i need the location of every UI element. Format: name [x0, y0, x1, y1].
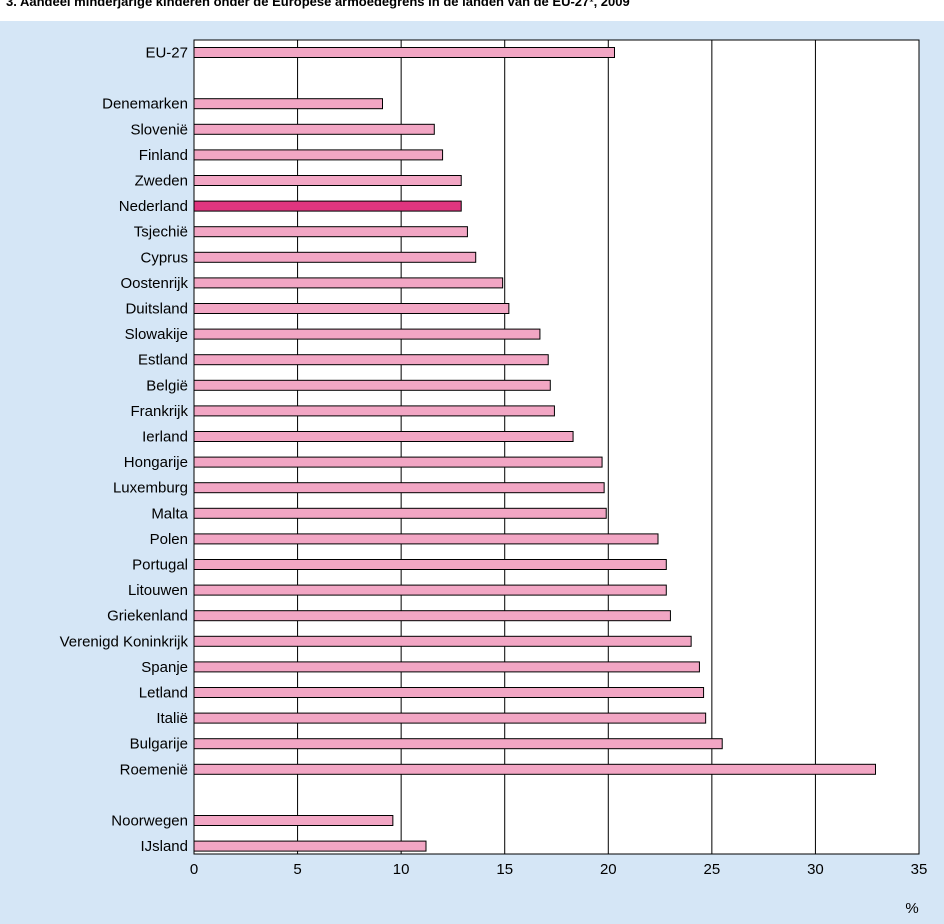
- bar: [193, 507, 607, 519]
- category-label: Ierland: [142, 429, 188, 446]
- x-tick-label: 35: [911, 861, 928, 878]
- bar: [193, 712, 707, 724]
- category-label: Slowakije: [125, 326, 188, 343]
- bar: [193, 303, 510, 314]
- bar: [193, 98, 383, 110]
- x-tick-label: 10: [393, 861, 410, 878]
- category-label: Roemenië: [120, 761, 188, 778]
- bar: [193, 47, 615, 58]
- category-label: Cyprus: [140, 249, 188, 266]
- x-tick-label: 15: [496, 861, 513, 878]
- bar: [193, 328, 541, 340]
- x-tick-label: 30: [807, 861, 824, 878]
- category-label: Noorwegen: [111, 813, 188, 830]
- bar: [193, 815, 394, 826]
- category-label: IJsland: [140, 838, 188, 855]
- category-label: Tsjechië: [134, 224, 188, 241]
- category-label: Zweden: [135, 173, 188, 190]
- category-label: Denemarken: [102, 96, 188, 113]
- chart-title: 3. Aandeel minderjarige kinderen onder d…: [6, 0, 630, 9]
- bar: [193, 456, 603, 468]
- category-label: Griekenland: [107, 608, 188, 625]
- bar: [193, 840, 427, 852]
- category-label: Nederland: [119, 198, 188, 215]
- bar: [193, 584, 667, 596]
- category-label: Finland: [139, 147, 188, 164]
- category-label: Duitsland: [125, 301, 188, 318]
- category-label: Malta: [151, 505, 188, 522]
- bar: [193, 635, 692, 647]
- bar: [193, 763, 876, 775]
- category-labels: EU-27 Denemarken Slovenië Finland Zweden Nede…: [60, 45, 189, 856]
- x-tick-label: 25: [704, 861, 721, 878]
- bar: [193, 559, 667, 570]
- bar: [193, 251, 477, 263]
- category-label: Italië: [156, 710, 188, 727]
- bar: [193, 482, 605, 494]
- bar: [193, 738, 723, 750]
- bar: [193, 431, 574, 442]
- bar: [193, 149, 444, 161]
- category-label: Letland: [139, 685, 188, 702]
- bar: [193, 226, 468, 238]
- bars: [193, 47, 876, 852]
- category-label: Bulgarije: [130, 736, 188, 753]
- plot-area: [194, 40, 919, 854]
- category-label: Litouwen: [128, 582, 188, 599]
- category-label: Estland: [138, 352, 188, 369]
- category-label: Portugal: [132, 557, 188, 574]
- x-tick-label: 5: [293, 861, 301, 878]
- bar: [193, 610, 671, 622]
- bar: [193, 175, 462, 186]
- category-label: Verenigd Koninkrijk: [60, 633, 189, 650]
- category-label: Polen: [150, 531, 188, 548]
- bar: [193, 200, 462, 212]
- category-label: Slovenië: [130, 121, 188, 138]
- unit-label: %: [905, 900, 918, 917]
- category-label: Frankrijk: [130, 403, 188, 420]
- bar: [193, 533, 659, 545]
- bar: [193, 123, 435, 135]
- bar: [193, 379, 551, 391]
- bar: [193, 277, 504, 289]
- plot-frame: [193, 39, 920, 855]
- x-tick-labels: 0 5 10 15 20 25 30 35: [190, 861, 928, 878]
- category-label: Oostenrijk: [120, 275, 188, 292]
- category-label: Hongarije: [124, 454, 188, 471]
- bar: [193, 354, 549, 366]
- x-tick-label: 0: [190, 861, 198, 878]
- category-label: Spanje: [141, 659, 188, 676]
- bar: [193, 687, 705, 698]
- category-label: België: [146, 377, 188, 394]
- x-tick-label: 20: [600, 861, 617, 878]
- category-label: Luxemburg: [113, 480, 188, 497]
- category-label: EU-27: [145, 45, 188, 62]
- bar: [193, 405, 555, 417]
- bar: [193, 661, 700, 673]
